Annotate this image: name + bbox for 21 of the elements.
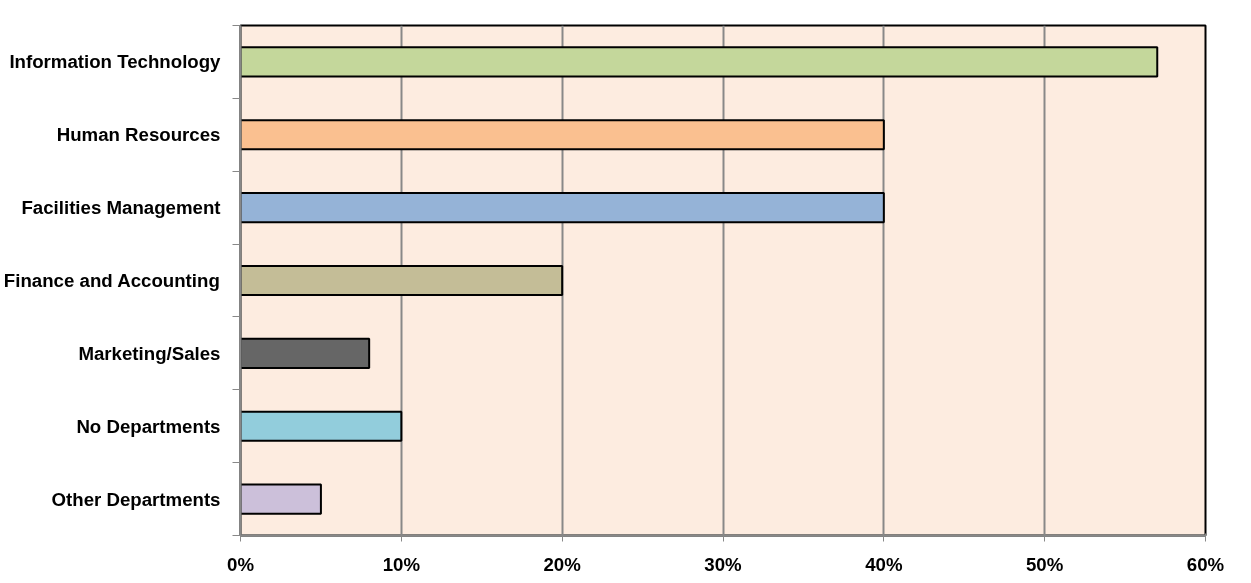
y-tick-label: Facilities Management [21, 197, 221, 219]
x-tick-label: 60% [1186, 553, 1225, 575]
x-tick-label: 20% [543, 553, 582, 575]
x-tick-label: 40% [865, 553, 903, 575]
bar [240, 337, 371, 369]
y-tick-label: Information Technology [9, 51, 222, 73]
bar [240, 410, 403, 442]
x-tick-label: 0% [227, 553, 255, 575]
y-tick-label: Finance and Accounting [3, 270, 220, 291]
x-tick-label: 10% [382, 553, 421, 575]
y-tick-label: Other Departments [51, 488, 221, 510]
x-tick-label: 30% [704, 553, 743, 575]
bar [240, 192, 885, 224]
y-tick-label: Marketing/Sales [78, 342, 221, 364]
bar [240, 119, 885, 151]
bar [240, 46, 1159, 78]
x-tick-label: 50% [1026, 553, 1064, 575]
bar [240, 264, 564, 297]
y-tick-label: Human Resources [56, 124, 221, 146]
y-tick-label: No Departments [76, 415, 221, 437]
bar [240, 483, 322, 515]
